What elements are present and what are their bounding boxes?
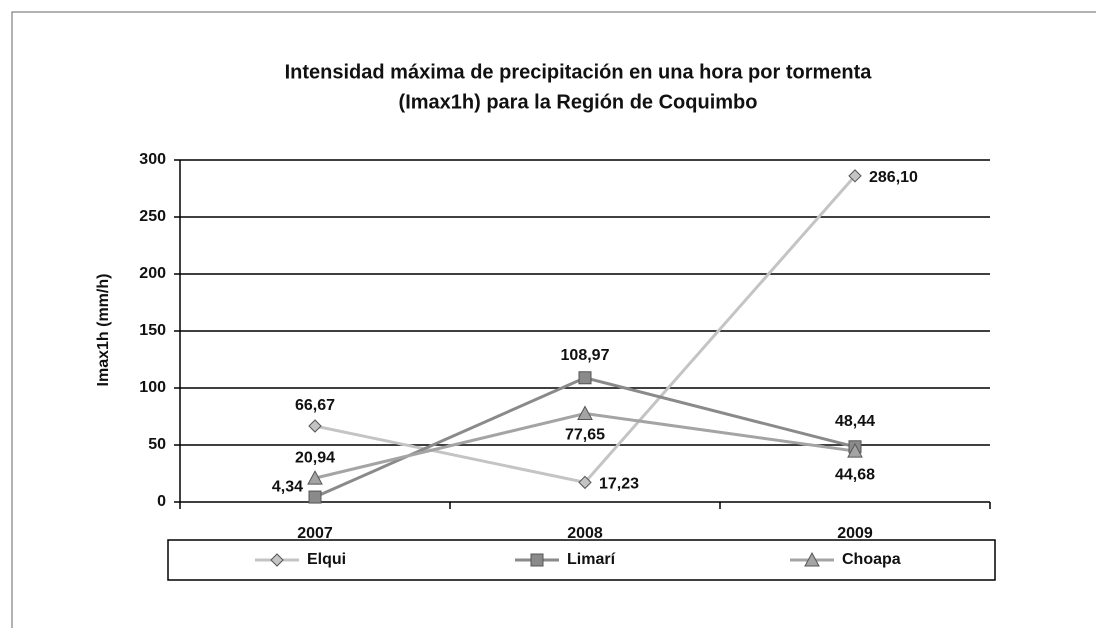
data-label: 108,97 — [561, 347, 610, 364]
y-tick-label: 150 — [139, 322, 166, 339]
y-tick-label: 300 — [139, 151, 166, 168]
legend-box — [167, 539, 996, 581]
data-label: 66,67 — [295, 397, 335, 414]
legend-marker — [270, 553, 284, 567]
y-tick-label: 50 — [148, 436, 166, 453]
data-label: 48,44 — [835, 413, 875, 430]
y-tick-label: 250 — [139, 208, 166, 225]
point — [578, 475, 592, 490]
data-label: 17,23 — [599, 476, 639, 493]
frame — [11, 11, 1096, 628]
data-label: 20,94 — [295, 449, 335, 466]
point — [308, 419, 322, 433]
data-label: 286,10 — [869, 169, 918, 186]
point — [848, 169, 862, 183]
chart-title: Intensidad máxima de precipitación en un… — [285, 61, 873, 83]
x-tick-label: 2008 — [567, 525, 603, 542]
point — [307, 470, 323, 485]
point — [847, 443, 863, 458]
data-label: 44,68 — [835, 466, 875, 483]
legend-label: Elqui — [307, 551, 346, 568]
point — [308, 490, 322, 504]
data-label: 4,34 — [272, 478, 303, 495]
point — [577, 405, 593, 420]
legend-marker — [530, 553, 544, 567]
y-tick-label: 100 — [139, 379, 166, 396]
point — [578, 371, 592, 385]
data-label: 77,65 — [565, 427, 605, 444]
legend-label: Limarí — [567, 551, 616, 568]
x-tick-label: 2007 — [297, 525, 333, 542]
chart-title: (Imax1h) para la Región de Coquimbo — [399, 91, 758, 113]
y-tick-label: 200 — [139, 265, 166, 282]
legend-label: Choapa — [842, 551, 901, 568]
x-tick-label: 2009 — [837, 525, 873, 542]
legend-marker — [804, 551, 820, 567]
y-axis-label: Imax1h (mm/h) — [95, 274, 112, 387]
y-tick-label: 0 — [157, 493, 166, 510]
